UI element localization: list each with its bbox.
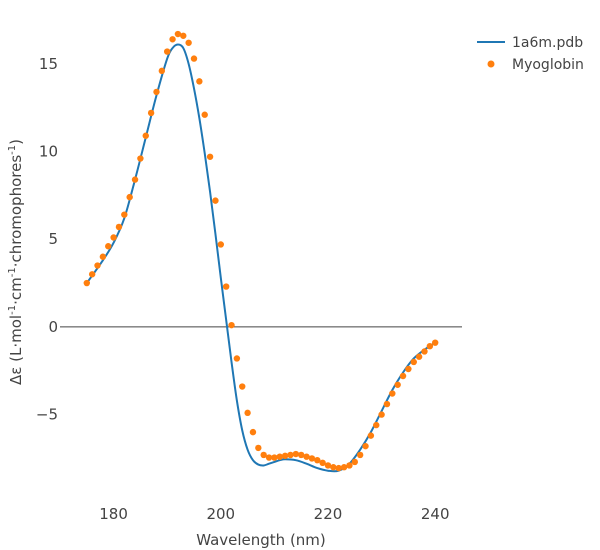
- series-marker-layer: [83, 30, 439, 472]
- data-point-myoglobin: [303, 453, 310, 460]
- data-point-myoglobin: [399, 372, 407, 380]
- x-tick-label: 200: [206, 505, 235, 523]
- data-point-myoglobin: [432, 339, 439, 346]
- y-axis-title-sup1: -1: [7, 305, 18, 315]
- data-point-myoglobin: [190, 55, 198, 62]
- data-point-myoglobin: [196, 78, 203, 85]
- data-point-myoglobin: [169, 36, 176, 43]
- data-point-myoglobin: [228, 321, 235, 329]
- data-point-myoglobin: [373, 421, 380, 429]
- x-tick-labels: 180 200 220 240: [99, 505, 449, 523]
- data-point-myoglobin: [319, 459, 326, 467]
- data-point-myoglobin: [239, 383, 246, 390]
- y-axis-title-sup3: -1: [7, 145, 18, 155]
- data-point-myoglobin: [142, 132, 149, 139]
- series-line-layer: [85, 43, 437, 473]
- data-point-myoglobin: [244, 409, 251, 417]
- data-point-myoglobin: [212, 197, 219, 204]
- data-point-myoglobin: [153, 88, 160, 96]
- data-point-myoglobin: [185, 39, 192, 46]
- data-point-myoglobin: [308, 455, 316, 462]
- data-point-myoglobin: [121, 211, 128, 218]
- y-axis-title-prefix: Δε (L·mol: [7, 315, 25, 385]
- data-point-myoglobin: [410, 358, 417, 366]
- data-point-myoglobin: [147, 109, 155, 117]
- data-point-myoglobin: [233, 355, 241, 362]
- y-axis-title-mid2: ·chromophores: [7, 155, 25, 268]
- data-point-myoglobin: [367, 432, 375, 439]
- legend-item-1a6m[interactable]: 1a6m.pdb: [477, 35, 583, 51]
- legend[interactable]: 1a6m.pdb Myoglobin: [477, 35, 584, 73]
- y-axis-title-suffix: ): [7, 139, 25, 145]
- data-point-myoglobin: [330, 464, 337, 471]
- data-point-myoglobin: [351, 458, 358, 466]
- data-point-myoglobin: [174, 30, 182, 38]
- y-tick-label: 15: [39, 55, 58, 73]
- y-tick-label: 10: [39, 143, 58, 161]
- data-point-myoglobin: [88, 271, 96, 278]
- data-point-myoglobin: [335, 464, 342, 472]
- data-point-myoglobin: [426, 342, 434, 350]
- data-point-myoglobin: [356, 451, 364, 459]
- series-line-1a6m: [85, 43, 437, 473]
- data-point-myoglobin: [415, 353, 423, 360]
- y-tick-label: 5: [48, 230, 58, 248]
- data-point-myoglobin: [362, 442, 369, 450]
- data-point-myoglobin: [217, 241, 224, 248]
- data-point-myoglobin: [126, 193, 133, 201]
- data-point-myoglobin: [137, 155, 144, 162]
- data-point-myoglobin: [83, 279, 91, 287]
- y-axis-title-sup2: -1: [7, 267, 18, 277]
- data-point-myoglobin: [255, 444, 262, 452]
- data-point-myoglobin: [292, 450, 300, 458]
- data-point-myoglobin: [99, 253, 107, 260]
- y-axis-title-mid1: ·cm: [7, 277, 25, 305]
- data-point-myoglobin: [287, 451, 294, 459]
- data-point-myoglobin: [164, 48, 171, 55]
- data-point-myoglobin: [265, 454, 273, 461]
- data-point-myoglobin: [201, 111, 208, 118]
- data-point-myoglobin: [105, 243, 112, 250]
- data-point-myoglobin: [222, 283, 230, 290]
- legend-marker-swatch: [487, 60, 495, 68]
- legend-item-myoglobin[interactable]: Myoglobin: [487, 57, 584, 73]
- data-point-myoglobin: [346, 462, 353, 469]
- y-tick-labels: −5 0 5 10 15: [36, 55, 58, 424]
- data-point-myoglobin: [314, 456, 321, 464]
- data-point-myoglobin: [324, 462, 332, 469]
- y-axis-title: Δε (L·mol-1·cm-1·chromophores-1): [7, 139, 25, 385]
- x-tick-label: 180: [99, 505, 128, 523]
- y-tick-label: 0: [48, 318, 58, 336]
- data-point-myoglobin: [389, 390, 396, 397]
- data-point-myoglobin: [298, 451, 305, 459]
- data-point-myoglobin: [340, 464, 348, 471]
- legend-label-myoglobin: Myoglobin: [512, 57, 584, 73]
- data-point-myoglobin: [180, 32, 187, 39]
- data-point-myoglobin: [378, 411, 385, 418]
- data-point-myoglobin: [131, 176, 139, 183]
- y-tick-label: −5: [36, 406, 58, 424]
- data-point-myoglobin: [94, 262, 101, 269]
- data-point-myoglobin: [421, 348, 428, 355]
- legend-label-1a6m: 1a6m.pdb: [512, 35, 583, 51]
- data-point-myoglobin: [110, 234, 117, 241]
- data-point-myoglobin: [281, 452, 289, 460]
- data-point-myoglobin: [383, 400, 391, 408]
- data-point-myoglobin: [115, 223, 123, 231]
- data-point-myoglobin: [158, 67, 166, 75]
- data-point-myoglobin: [271, 454, 278, 461]
- data-point-myoglobin: [206, 153, 214, 160]
- data-point-myoglobin: [276, 453, 283, 460]
- data-point-myoglobin: [405, 365, 412, 373]
- data-point-myoglobin: [260, 451, 267, 459]
- x-axis-title: Wavelength (nm): [196, 531, 326, 549]
- data-point-myoglobin: [394, 381, 401, 388]
- x-tick-label: 240: [421, 505, 450, 523]
- data-point-myoglobin: [249, 428, 257, 436]
- x-tick-label: 220: [314, 505, 343, 523]
